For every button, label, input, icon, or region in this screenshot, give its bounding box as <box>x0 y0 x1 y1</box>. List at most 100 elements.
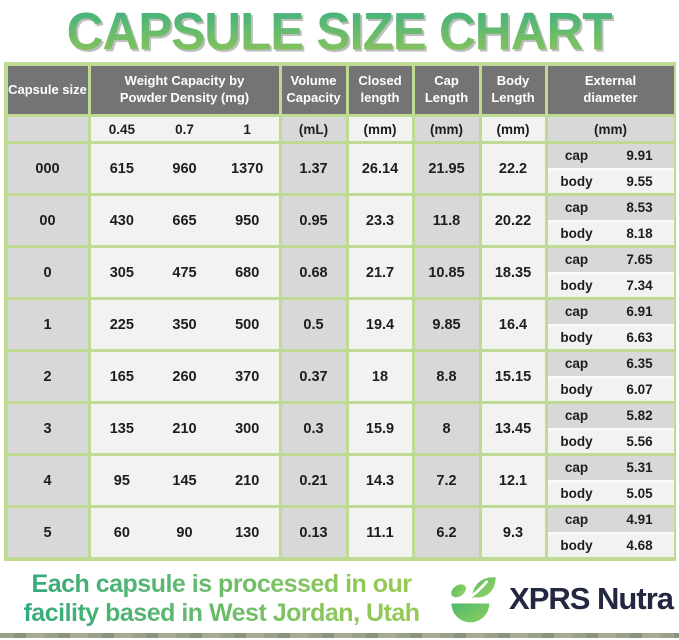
closed-length-cell: 15.9 <box>348 404 412 453</box>
header-external-diameter: External diameter <box>547 66 674 114</box>
header-volume-capacity: Volume Capacity <box>281 66 346 114</box>
weight-045-value: 60 <box>113 524 130 541</box>
cap-length-cell: 8 <box>414 404 479 453</box>
units-cap: (mm) <box>414 117 479 141</box>
external-cap-row: cap 4.91 <box>547 508 674 532</box>
external-body-row: body 8.18 <box>547 221 674 245</box>
units-density: 0.45 0.7 1 <box>90 117 279 141</box>
ext-body-label: body <box>560 537 593 553</box>
weight-capacity-cell: 305 475 680 <box>90 248 279 297</box>
header-capsule-size-label: Capsule size <box>8 81 87 97</box>
external-cap-row: cap 5.31 <box>547 456 674 480</box>
closed-length-cell: 11.1 <box>348 508 412 557</box>
weight-capacity-cell: 430 665 950 <box>90 196 279 245</box>
external-diameter-cell: cap 5.82 body 5.56 <box>547 404 674 453</box>
ext-cap-value: 9.91 <box>626 148 653 164</box>
volume-capacity-cell: 0.21 <box>281 456 346 505</box>
ext-cap-label: cap <box>564 304 589 320</box>
density-045-label: 0.45 <box>108 121 135 137</box>
leaf-bowl-icon <box>451 576 496 622</box>
ext-cap-value: 5.82 <box>626 408 653 424</box>
external-cap-row: cap 5.82 <box>547 404 674 428</box>
units-body: (mm) <box>481 117 545 141</box>
ext-cap-label: cap <box>564 148 589 164</box>
weight-1-value: 210 <box>235 472 260 489</box>
weight-045-value: 615 <box>109 160 134 177</box>
weight-1-value: 680 <box>235 264 260 281</box>
closed-length-cell: 19.4 <box>348 300 412 349</box>
units-capsule-size-empty <box>7 117 88 141</box>
units-closed: (mm) <box>348 117 412 141</box>
weight-07-value: 210 <box>172 420 197 437</box>
external-cap-row: cap 8.53 <box>547 196 674 220</box>
capsule-size-table: Capsule size Weight Capacity by Powder D… <box>3 62 676 561</box>
body-length-cell: 20.22 <box>481 196 545 245</box>
ext-cap-value: 5.31 <box>626 460 653 476</box>
volume-capacity-cell: 0.3 <box>281 404 346 453</box>
ext-cap-value: 6.91 <box>626 304 653 320</box>
header-cap-line1: Cap <box>434 73 459 89</box>
weight-capacity-cell: 165 260 370 <box>90 352 279 401</box>
weight-045-value: 430 <box>109 212 134 229</box>
header-weight-line1: Weight Capacity by <box>124 73 245 89</box>
table-row-000: 000 615 960 1370 1.37 26.14 21.95 22.2 c… <box>7 144 674 193</box>
weight-capacity-cell: 615 960 1370 <box>90 144 279 193</box>
external-body-row: body 9.55 <box>547 169 674 193</box>
cap-length-cell: 10.85 <box>414 248 479 297</box>
weight-capacity-cell: 135 210 300 <box>90 404 279 453</box>
title-bar: CAPSULE SIZE CHART <box>0 0 679 62</box>
external-diameter-cell: cap 8.53 body 8.18 <box>547 196 674 245</box>
external-body-row: body 7.34 <box>547 273 674 297</box>
volume-capacity-cell: 0.37 <box>281 352 346 401</box>
header-body-length: Body Length <box>481 66 545 114</box>
weight-capacity-cell: 95 145 210 <box>90 456 279 505</box>
body-length-cell: 15.15 <box>481 352 545 401</box>
ext-body-label: body <box>560 277 593 293</box>
ext-cap-value: 7.65 <box>626 252 653 268</box>
volume-capacity-cell: 0.68 <box>281 248 346 297</box>
header-body-line1: Body <box>496 73 530 89</box>
ext-cap-value: 8.53 <box>626 200 653 216</box>
weight-1-value: 300 <box>235 420 260 437</box>
weight-045-value: 135 <box>109 420 134 437</box>
external-diameter-cell: cap 4.91 body 4.68 <box>547 508 674 557</box>
table-row-3: 3 135 210 300 0.3 15.9 8 13.45 cap 5.82 … <box>7 404 674 453</box>
weight-045-value: 225 <box>109 316 134 333</box>
units-volume: (mL) <box>281 117 346 141</box>
body-length-cell: 13.45 <box>481 404 545 453</box>
ext-cap-value: 6.35 <box>626 356 653 372</box>
table-row-4: 4 95 145 210 0.21 14.3 7.2 12.1 cap 5.31… <box>7 456 674 505</box>
ext-body-value: 6.63 <box>626 329 653 345</box>
closed-length-cell: 14.3 <box>348 456 412 505</box>
header-closed-length: Closed length <box>348 66 412 114</box>
table-header-row: Capsule size Weight Capacity by Powder D… <box>7 66 674 114</box>
table-row-5: 5 60 90 130 0.13 11.1 6.2 9.3 cap 4.91 b… <box>7 508 674 557</box>
cap-length-cell: 8.8 <box>414 352 479 401</box>
ext-body-label: body <box>560 381 593 397</box>
ext-body-value: 6.07 <box>626 381 653 397</box>
header-volume-line2: Capacity <box>286 90 341 105</box>
ext-body-value: 7.34 <box>626 277 653 293</box>
capsule-size-cell: 0 <box>7 248 88 297</box>
capsule-size-cell: 1 <box>7 300 88 349</box>
body-length-cell: 16.4 <box>481 300 545 349</box>
ext-cap-label: cap <box>564 512 589 528</box>
density-07-label: 0.7 <box>175 121 194 137</box>
external-cap-row: cap 9.91 <box>547 144 674 168</box>
ext-cap-label: cap <box>564 200 589 216</box>
table-row-00: 00 430 665 950 0.95 23.3 11.8 20.22 cap … <box>7 196 674 245</box>
weight-capacity-cell: 60 90 130 <box>90 508 279 557</box>
volume-capacity-cell: 1.37 <box>281 144 346 193</box>
header-cap-line2: Length <box>424 90 469 105</box>
weight-07-value: 145 <box>172 472 197 489</box>
density-1-label: 1 <box>243 121 251 137</box>
capsule-size-cell: 00 <box>7 196 88 245</box>
footer-tagline-line2: facility based in West Jordan, Utah <box>23 598 420 627</box>
ext-body-value: 4.68 <box>626 537 653 553</box>
header-weight-capacity: Weight Capacity by Powder Density (mg) <box>90 66 279 114</box>
volume-capacity-cell: 0.13 <box>281 508 346 557</box>
ext-cap-value: 4.91 <box>626 512 653 528</box>
ext-body-label: body <box>560 433 593 449</box>
cap-length-cell: 21.95 <box>414 144 479 193</box>
weight-1-value: 130 <box>235 524 260 541</box>
